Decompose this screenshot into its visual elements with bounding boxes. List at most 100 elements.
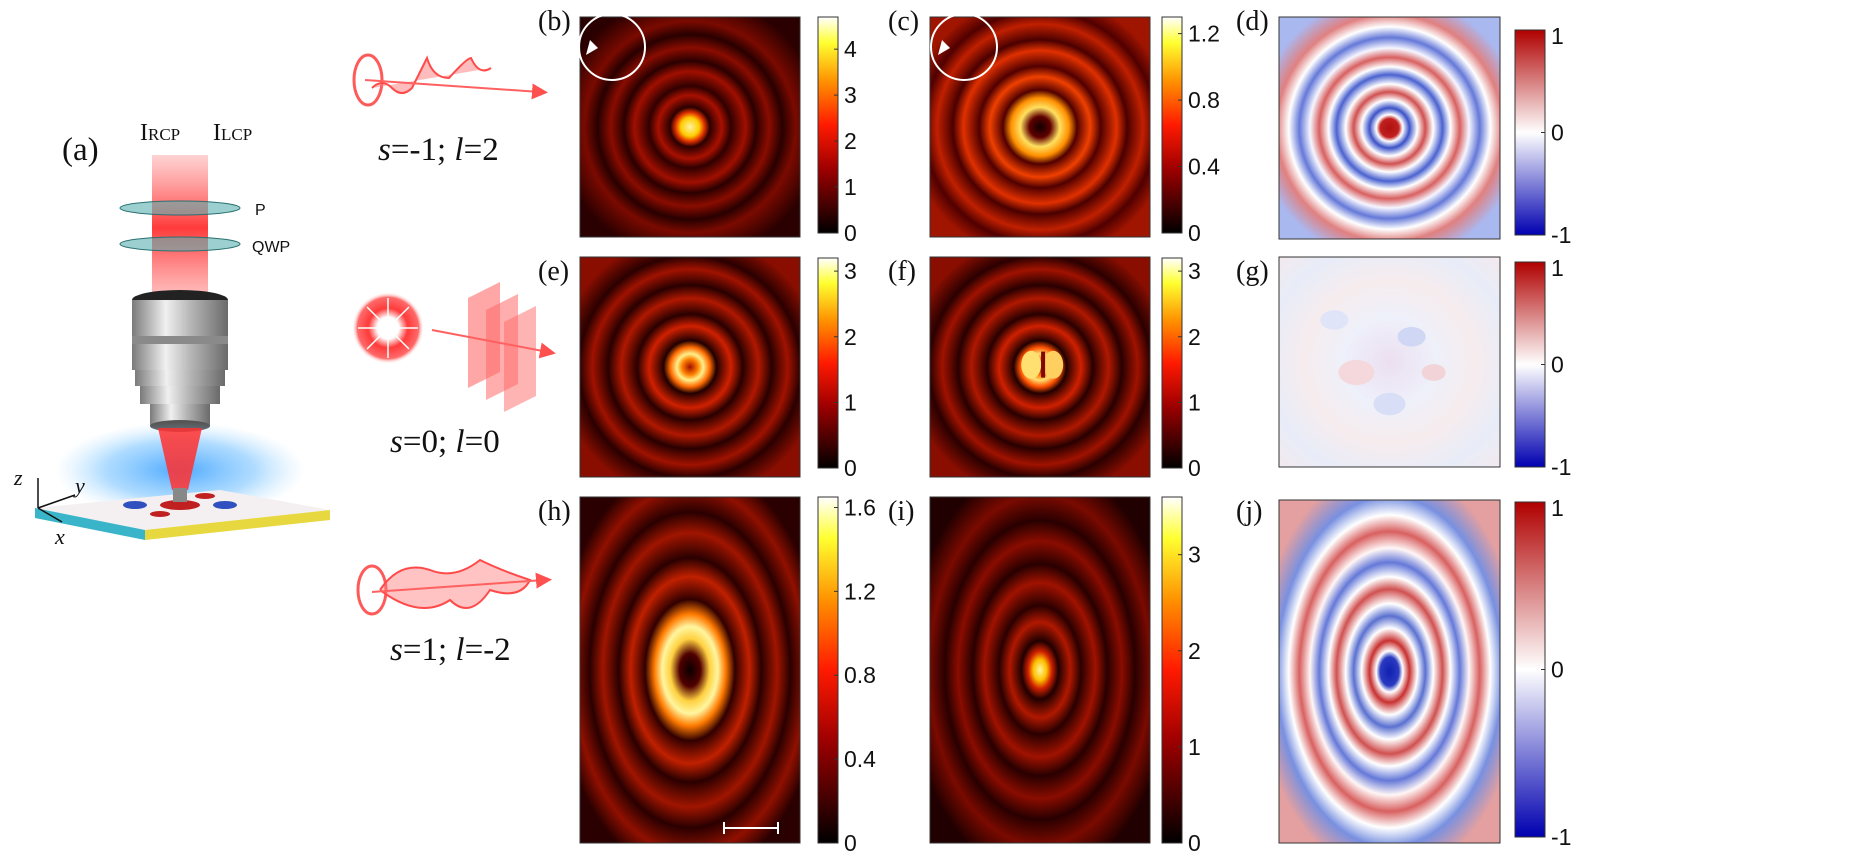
beam-row-3: s=1; l=-2	[356, 558, 552, 668]
panel-label-i: (i)	[888, 496, 914, 527]
colorbar-tick-label: 3	[1188, 258, 1201, 284]
colorbar-tick-label: 0	[1188, 220, 1201, 246]
heatmap-lobe	[1021, 350, 1042, 379]
colorbar-c	[1161, 16, 1183, 234]
colorbar-tick-label: 0	[1551, 352, 1564, 378]
panel-label-j: (j)	[1236, 496, 1262, 527]
colorbar-tick-label: 1	[1551, 255, 1564, 281]
colorbar-i	[1161, 496, 1183, 844]
beam-caption-3: s=1; l=-2	[390, 632, 511, 668]
scale-bar	[723, 822, 779, 834]
colorbar-tick-label: 0	[844, 220, 857, 246]
colorbar-g	[1514, 261, 1546, 468]
rotation-annotation-c	[930, 13, 998, 81]
heatmap-lobe	[1043, 350, 1064, 379]
waveplate-label: QWP	[252, 239, 290, 256]
radial-polarization-plane-wave-icon	[352, 282, 556, 412]
colorbar-tick-label: 1	[1551, 23, 1564, 49]
colorbar-d	[1514, 29, 1546, 236]
heatmap-b	[579, 16, 801, 238]
svg-text:x: x	[54, 524, 65, 549]
sample-substrate	[35, 488, 330, 540]
colorbar-tick-label: 0	[844, 830, 857, 854]
panel-i: (i) 3 2 1 0	[888, 496, 1201, 854]
heatmap-speckle	[1338, 359, 1375, 386]
colorbar-tick-label: 3	[844, 258, 857, 284]
colorbar-tick-label: 1.2	[844, 578, 876, 604]
colorbar-tick-label: 0	[1551, 120, 1564, 146]
coordinate-axes: z y x	[13, 465, 85, 549]
colorbar-f	[1161, 257, 1183, 469]
heatmap-speckle	[1320, 310, 1349, 330]
heatmap-e	[579, 256, 801, 478]
focused-beam	[158, 428, 202, 490]
panel-label-e: (e)	[538, 256, 569, 287]
objective-lens-icon	[132, 290, 228, 432]
panel-label-b: (b)	[538, 6, 571, 37]
colorbar-tick-label: 1.6	[844, 494, 876, 520]
colorbar-tick-label: 0	[844, 455, 857, 481]
colorbar-tick-label: 0	[1188, 830, 1201, 854]
heatmap-j	[1278, 499, 1501, 844]
colorbar-tick-label: 0.4	[1188, 154, 1220, 180]
colorbar-e	[817, 257, 839, 469]
panel-g: (g) 1 0 -1	[1236, 255, 1571, 480]
panel-label-f: (f)	[888, 256, 916, 287]
heatmap-speckle	[1373, 392, 1406, 416]
beam-label-rcp: IRCP	[140, 120, 180, 146]
colorbar-tick-label: 1	[1551, 495, 1564, 521]
colorbar-tick-label: 1	[1188, 389, 1201, 415]
svg-text:IRCP: IRCP	[140, 120, 180, 146]
beam-caption-1: s=-1; l=2	[378, 132, 499, 168]
colorbar-tick-label: 0	[1188, 455, 1201, 481]
panel-label-h: (h)	[538, 496, 571, 527]
heatmap-h	[579, 496, 801, 844]
heatmap-g	[1278, 256, 1501, 468]
colorbar-tick-label: 4	[844, 36, 857, 62]
colorbar-tick-label: 0.8	[1188, 87, 1220, 113]
panel-label-a: (a)	[62, 132, 99, 168]
beam-row-1: s=-1; l=2	[352, 53, 548, 168]
panel-h: (h) 1.6 1.2 0.8 0.4 0	[538, 494, 876, 854]
panel-d: (d) 1 0 -1	[1236, 6, 1571, 248]
colorbar-tick-label: 1	[1188, 734, 1201, 760]
colorbar-tick-label: 0.8	[844, 662, 876, 688]
colorbar-tick-label: -1	[1551, 222, 1571, 248]
heatmap-c	[929, 16, 1151, 238]
colorbar-tick-label: 0	[1551, 657, 1564, 683]
beam-caption-2: s=0; l=0	[390, 424, 500, 460]
heatmap-d	[1278, 16, 1501, 240]
colorbar-tick-label: 2	[844, 324, 857, 350]
svg-text:ILCP: ILCP	[213, 120, 252, 146]
svg-text:y: y	[73, 473, 85, 498]
helical-phase-front-icon	[352, 53, 548, 107]
colorbar-tick-label: 1.2	[1188, 21, 1220, 47]
colorbar-tick-label: 3	[1188, 542, 1201, 568]
beam-row-2: s=0; l=0	[352, 282, 556, 460]
colorbar-tick-label: -1	[1551, 454, 1571, 480]
heatmap-speckle	[1421, 364, 1446, 381]
panel-a-schematic: (a) IRCP ILCP P QWP	[13, 120, 330, 549]
colorbar-j	[1514, 501, 1546, 838]
panel-c: (c) 1.2 0.8 0.4 0	[888, 6, 1220, 246]
colorbar-tick-label: 2	[1188, 638, 1201, 664]
panel-label-c: (c)	[888, 6, 919, 37]
colorbar-tick-label: 1	[844, 389, 857, 415]
polarizer-plate-icon	[119, 200, 241, 216]
colorbar-tick-label: 2	[1188, 324, 1201, 350]
panel-f: (f) 3 2 1 0	[888, 256, 1201, 481]
laser-beam	[152, 155, 208, 300]
heatmap-gap	[1041, 351, 1046, 378]
svg-text:z: z	[13, 465, 23, 490]
colorbar-tick-label: 3	[844, 82, 857, 108]
panel-b: (b) 4 3 2 1 0	[538, 6, 857, 246]
panel-j: (j) 1 0 -1	[1236, 495, 1571, 850]
colorbar-h	[817, 496, 839, 844]
heatmap-speckle	[1397, 327, 1426, 347]
colorbar-b	[817, 16, 839, 234]
heatmap-i	[929, 496, 1151, 844]
polarizer-label: P	[255, 202, 266, 219]
panel-label-d: (d)	[1236, 6, 1269, 37]
rotation-annotation-b	[578, 13, 646, 81]
